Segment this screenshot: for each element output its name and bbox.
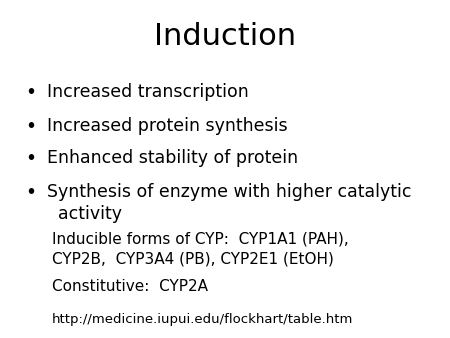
Text: Increased protein synthesis: Increased protein synthesis [47, 117, 288, 135]
Text: •: • [25, 83, 36, 102]
Text: Induction: Induction [154, 22, 296, 51]
Text: •: • [25, 183, 36, 201]
Text: Increased transcription: Increased transcription [47, 83, 249, 101]
Text: •: • [25, 117, 36, 136]
Text: http://medicine.iupui.edu/flockhart/table.htm: http://medicine.iupui.edu/flockhart/tabl… [52, 313, 353, 325]
Text: Constitutive:  CYP2A: Constitutive: CYP2A [52, 279, 208, 294]
Text: Synthesis of enzyme with higher catalytic
  activity: Synthesis of enzyme with higher catalyti… [47, 183, 412, 223]
Text: Inducible forms of CYP:  CYP1A1 (PAH),
CYP2B,  CYP3A4 (PB), CYP2E1 (EtOH): Inducible forms of CYP: CYP1A1 (PAH), CY… [52, 232, 348, 266]
Text: •: • [25, 149, 36, 168]
Text: Enhanced stability of protein: Enhanced stability of protein [47, 149, 298, 167]
